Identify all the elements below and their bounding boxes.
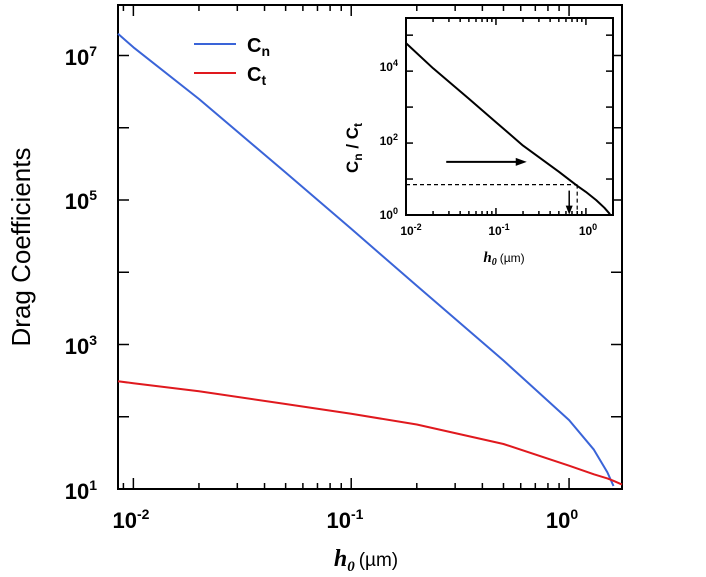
inset-arrow-down-head [565,205,573,215]
inset-plot: 10-2 10-1 100 100 102 104 Cn / Ct h0 (µ [343,17,614,268]
inset-y-tick-label-1e0: 100 [380,206,398,222]
main-x-tick-labels: 10-2 10-1 100 [113,506,579,533]
main-series-lines [117,33,623,487]
legend: Cn Ct [194,35,270,88]
y-tick-label-1e3: 103 [65,332,97,359]
x-tick-label-1e-2: 10-2 [113,506,150,533]
series-line-cn-ct [405,42,611,215]
main-axis-ticks [118,5,622,490]
inset-axis-ticks [405,18,614,216]
series-line-ct [117,380,623,486]
inset-x-tick-label-1e-1: 10-1 [488,222,509,238]
y-tick-label-1e1: 101 [65,477,97,504]
inset-x-tick-labels: 10-2 10-1 100 [400,222,597,238]
y-tick-label-1e5: 105 [65,187,97,214]
inset-x-axis-label: h0 (µm) [483,250,524,268]
inset-y-axis-label: Cn / Ct [343,123,365,173]
inset-plot-frame [405,17,614,216]
main-x-axis-label: h0 (µm) [334,546,398,575]
inset-arrow-right-head [515,157,527,166]
inset-y-tick-label-1e2: 102 [380,132,398,148]
inset-y-tick-labels: 100 102 104 [380,58,398,222]
inset-series-lines [405,42,611,215]
legend-label-cn: Cn [247,35,270,59]
x-tick-label-1e-1: 10-1 [327,506,364,533]
inset-y-tick-label-1e4: 104 [380,58,398,74]
legend-label-ct: Ct [247,64,266,88]
x-tick-label-1e0: 100 [546,506,578,533]
series-line-cn [117,33,615,487]
y-tick-label-1e7: 107 [65,43,97,70]
main-y-axis-label: Drag Coefficients [6,148,36,347]
main-plot: 10-2 10-1 100 101 103 105 107 Drag Coeff [6,4,623,575]
main-plot-frame [117,4,623,490]
inset-x-tick-label-1e0: 100 [579,222,597,238]
main-y-tick-labels: 101 103 105 107 [65,43,97,504]
inset-x-tick-label-1e-2: 10-2 [400,222,421,238]
